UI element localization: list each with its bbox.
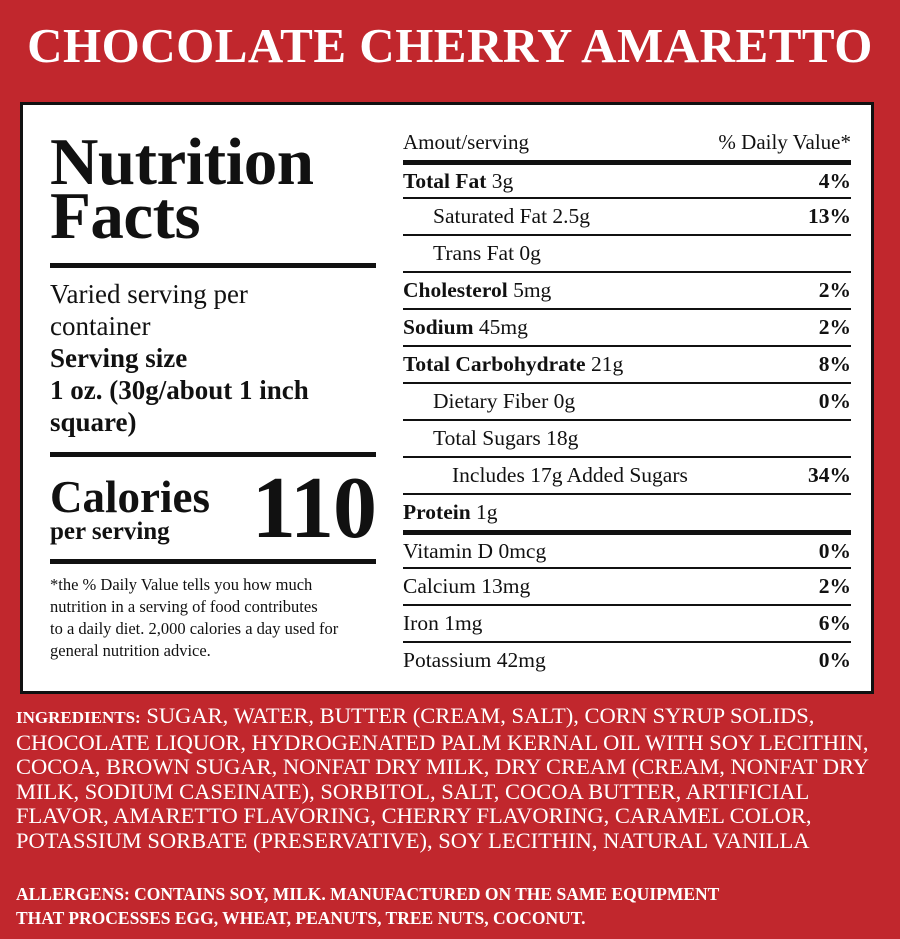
heading-line-1: Nutrition bbox=[50, 125, 314, 199]
servings-info: Varied serving per container Serving siz… bbox=[50, 278, 376, 438]
nutrient-amount: 1g bbox=[470, 500, 498, 524]
nutrient-amount: Total Sugars 18g bbox=[433, 426, 579, 450]
nutrient-name-bold: Sodium bbox=[403, 315, 474, 339]
nutrient-amount: Includes 17g Added Sugars bbox=[452, 463, 688, 487]
calories-value: 110 bbox=[251, 460, 377, 557]
nutrient-row: Iron 1mg 6% bbox=[403, 604, 851, 641]
nutrient-row: Sodium 45mg 2% bbox=[403, 308, 851, 345]
nutrient-name: Total Carbohydrate 21g bbox=[403, 352, 623, 377]
nutrient-amount: Saturated Fat 2.5g bbox=[433, 204, 591, 228]
table-header: Amout/serving % Daily Value* bbox=[403, 127, 851, 160]
daily-value-percent: 6% bbox=[818, 611, 851, 635]
nutrient-row: Potassium 42mg 0% bbox=[403, 641, 851, 678]
nutrient-name: Total Sugars 18g bbox=[403, 426, 578, 451]
nutrition-facts-panel: Nutrition Facts Varied serving per conta… bbox=[20, 102, 874, 694]
daily-value-header: % Daily Value* bbox=[718, 130, 851, 154]
nutrient-amount: 21g bbox=[585, 352, 624, 376]
nutrient-row: Calcium 13mg 2% bbox=[403, 567, 851, 604]
allergens: ALLERGENS: CONTAINS SOY, MILK. MANUFACTU… bbox=[16, 882, 888, 930]
nutrient-row: Protein 1g bbox=[403, 493, 851, 530]
nutrient-name: Cholesterol 5mg bbox=[403, 278, 551, 303]
product-title: CHOCOLATE CHERRY AMARETTO bbox=[27, 18, 873, 73]
daily-value-percent: 0% bbox=[818, 389, 851, 413]
nutrient-table: Amout/serving % Daily Value* Total Fat 3… bbox=[403, 127, 851, 678]
footnote-line-1: *the % Daily Value tells you how much bbox=[50, 575, 313, 594]
daily-value-footnote: *the % Daily Value tells you how much nu… bbox=[50, 574, 376, 662]
daily-value-percent: 8% bbox=[818, 352, 851, 376]
nutrient-name: Sodium 45mg bbox=[403, 315, 528, 340]
nutrient-amount: Iron 1mg bbox=[403, 611, 483, 635]
daily-value-percent: 2% bbox=[818, 315, 851, 339]
ingredients: INGREDIENTS: SUGAR, WATER, BUTTER (CREAM… bbox=[16, 703, 888, 853]
nutrition-left-column: Nutrition Facts Varied serving per conta… bbox=[50, 125, 377, 662]
serving-size-value-2: square) bbox=[50, 407, 137, 437]
divider bbox=[50, 559, 376, 564]
footnote-line-2: nutrition in a serving of food contribut… bbox=[50, 597, 318, 616]
servings-line-1: Varied serving per bbox=[50, 279, 248, 309]
divider bbox=[50, 452, 376, 457]
daily-value-percent: 2% bbox=[818, 574, 851, 598]
nutrient-row: Includes 17g Added Sugars 34% bbox=[403, 456, 851, 493]
daily-value-percent: 4% bbox=[818, 168, 851, 193]
daily-value-percent: 34% bbox=[808, 463, 851, 487]
nutrient-name: Protein 1g bbox=[403, 500, 498, 525]
nutrient-rows: Total Fat 3g 4% Saturated Fat 2.5g 13% Trans… bbox=[403, 160, 851, 678]
nutrient-name: Iron 1mg bbox=[403, 611, 482, 636]
footnote-line-4: general nutrition advice. bbox=[50, 641, 211, 660]
daily-value-percent: 0% bbox=[818, 538, 851, 563]
daily-value-percent: 2% bbox=[818, 278, 851, 302]
nutrient-row: Saturated Fat 2.5g 13% bbox=[403, 197, 851, 234]
nutrient-amount: Trans Fat 0g bbox=[433, 241, 541, 265]
nutrient-row: Total Sugars 18g bbox=[403, 419, 851, 456]
footnote-line-3: to a daily diet. 2,000 calories a day us… bbox=[50, 619, 339, 638]
nutrient-name: Dietary Fiber 0g bbox=[403, 389, 575, 414]
calories-label: Calories bbox=[50, 472, 210, 522]
nutrient-amount: 3g bbox=[486, 168, 514, 193]
daily-value-percent: 13% bbox=[808, 204, 851, 228]
ingredients-label: INGREDIENTS: bbox=[16, 708, 141, 727]
nutrient-name: Saturated Fat 2.5g bbox=[403, 204, 590, 229]
nutrient-name-bold: Total Fat bbox=[403, 168, 487, 193]
serving-size-label: Serving size bbox=[50, 343, 188, 373]
allergens-line-1: ALLERGENS: CONTAINS SOY, MILK. MANUFACTU… bbox=[16, 884, 720, 904]
nutrient-row: Cholesterol 5mg 2% bbox=[403, 271, 851, 308]
ingredients-text: SUGAR, WATER, BUTTER (CREAM, SALT), CORN… bbox=[16, 703, 869, 853]
nutrient-row: Total Carbohydrate 21g 8% bbox=[403, 345, 851, 382]
nutrient-name-bold: Total Carbohydrate bbox=[403, 352, 586, 376]
nutrient-amount: Potassium 42mg bbox=[403, 648, 546, 672]
nutrient-amount: 45mg bbox=[473, 315, 528, 339]
serving-size-value-1: 1 oz. (30g/about 1 inch bbox=[50, 375, 309, 405]
heading-line-2: Facts bbox=[50, 179, 201, 253]
allergens-line-2: THAT PROCESSES EGG, WHEAT, PEANUTS, TREE… bbox=[16, 908, 586, 928]
servings-line-2: container bbox=[50, 311, 151, 341]
nutrient-amount: Calcium 13mg bbox=[403, 574, 531, 598]
nutrient-amount: 5mg bbox=[507, 278, 552, 302]
nutrient-name: Calcium 13mg bbox=[403, 574, 530, 599]
nutrient-name: Trans Fat 0g bbox=[403, 241, 541, 266]
nutrient-row: Dietary Fiber 0g 0% bbox=[403, 382, 851, 419]
calories-row: Calories per serving 110 bbox=[50, 460, 377, 557]
nutrient-name: Total Fat 3g bbox=[403, 169, 513, 194]
nutrient-row: Vitamin D 0mcg 0% bbox=[403, 530, 851, 567]
divider bbox=[50, 263, 376, 268]
nutrient-row: Trans Fat 0g bbox=[403, 234, 851, 271]
nutrient-row: Total Fat 3g 4% bbox=[403, 160, 851, 197]
nutrition-facts-heading: Nutrition Facts bbox=[50, 125, 376, 253]
nutrient-amount: Dietary Fiber 0g bbox=[433, 389, 576, 413]
per-serving-label: per serving bbox=[50, 518, 170, 545]
nutrient-name-bold: Protein bbox=[403, 500, 471, 524]
nutrient-name: Includes 17g Added Sugars bbox=[403, 463, 688, 488]
calories-label-block: Calories per serving bbox=[50, 474, 210, 544]
daily-value-percent: 0% bbox=[818, 648, 851, 672]
nutrient-name: Vitamin D 0mcg bbox=[403, 539, 546, 564]
nutrient-name: Potassium 42mg bbox=[403, 648, 546, 673]
nutrient-amount: Vitamin D 0mcg bbox=[403, 538, 547, 563]
amount-per-serving-header: Amout/serving bbox=[403, 130, 529, 154]
nutrient-name-bold: Cholesterol bbox=[403, 278, 508, 302]
